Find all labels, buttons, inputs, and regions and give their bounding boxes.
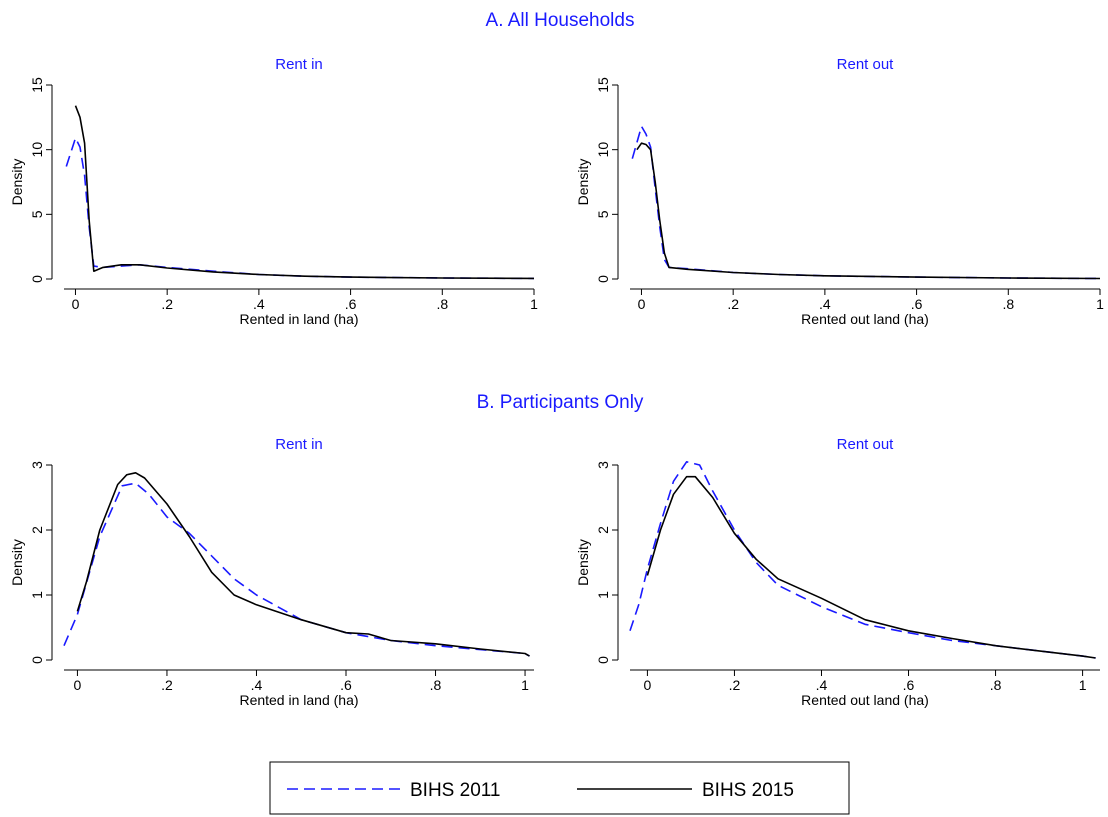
y-tick-label: 5: [29, 210, 45, 218]
y-tick-label: 0: [29, 656, 45, 664]
x-tick-label: .2: [727, 296, 739, 312]
x-tick-label: .4: [253, 296, 265, 312]
y-tick-label: 2: [595, 526, 611, 534]
x-tick-label: .2: [161, 296, 173, 312]
y-tick-label: 15: [29, 77, 45, 93]
x-axis-label: Rented out land (ha): [801, 692, 929, 708]
series-line-2011: [63, 482, 530, 657]
x-tick-label: 1: [521, 677, 529, 693]
x-tick-label: .6: [345, 296, 357, 312]
x-tick-label: .8: [436, 296, 448, 312]
y-tick-label: 5: [595, 210, 611, 218]
panel-a-title: A. All Households: [486, 10, 635, 31]
x-tick-label: 0: [638, 296, 646, 312]
y-tick-label: 0: [595, 656, 611, 664]
y-axis-label: Density: [9, 539, 25, 586]
chart-title: Rent out: [837, 436, 895, 453]
y-axis-label: Density: [9, 159, 25, 206]
legend-box: [269, 761, 850, 815]
x-tick-label: .4: [816, 677, 828, 693]
x-tick-label: .8: [430, 677, 442, 693]
series-line-2015: [74, 105, 535, 280]
series-line-2015: [636, 142, 1101, 280]
x-axis-label: Rented out land (ha): [801, 311, 929, 327]
y-tick-label: 3: [29, 461, 45, 469]
y-tick-label: 10: [595, 142, 611, 158]
chart-title: Rent in: [275, 56, 323, 73]
x-tick-label: .6: [911, 296, 923, 312]
y-tick-label: 0: [595, 275, 611, 283]
y-tick-label: 10: [29, 142, 45, 158]
legend-label-2011: BIHS 2011: [410, 780, 500, 801]
x-tick-label: .2: [729, 677, 741, 693]
x-tick-label: .6: [903, 677, 915, 693]
series-line-2015: [76, 471, 530, 657]
chart-b-rent-out: Rent out 0 .2 .4 .6 .8 1 0 1 2 3 Rented out land (h…: [575, 436, 1100, 708]
y-tick-label: 3: [595, 461, 611, 469]
series-line-2011: [629, 460, 1096, 659]
x-tick-label: 1: [1096, 296, 1104, 312]
y-tick-label: 15: [595, 77, 611, 93]
series-line-2015: [646, 475, 1096, 659]
y-axis-label: Density: [575, 539, 591, 586]
y-tick-label: 2: [29, 526, 45, 534]
x-tick-label: .4: [251, 677, 263, 693]
x-axis-label: Rented in land (ha): [239, 311, 358, 327]
x-tick-label: .6: [340, 677, 352, 693]
x-axis-label: Rented in land (ha): [239, 692, 358, 708]
x-tick-label: 1: [530, 296, 538, 312]
chart-title: Rent out: [837, 56, 895, 73]
x-tick-label: .2: [161, 677, 173, 693]
x-tick-label: .8: [990, 677, 1002, 693]
legend-label-2015: BIHS 2015: [702, 780, 794, 801]
legend: BIHS 2011 BIHS 2015: [269, 761, 850, 815]
y-tick-label: 1: [29, 591, 45, 599]
series-line-2011: [65, 137, 535, 280]
x-tick-label: 0: [644, 677, 652, 693]
y-tick-label: 0: [29, 275, 45, 283]
y-axis-label: Density: [575, 159, 591, 206]
y-tick-label: 1: [595, 591, 611, 599]
series-line-2011: [631, 125, 1101, 280]
chart-b-rent-in: Rent in 0 .2 .4 .6 .8 1 0 1 2 3 Rented in land (ha)…: [9, 436, 534, 708]
x-tick-label: 0: [74, 677, 82, 693]
x-tick-label: 1: [1079, 677, 1087, 693]
chart-title: Rent in: [275, 436, 323, 453]
x-tick-label: .8: [1002, 296, 1014, 312]
x-tick-label: .4: [819, 296, 831, 312]
panel-b-title: B. Participants Only: [477, 392, 644, 413]
x-tick-label: 0: [72, 296, 80, 312]
